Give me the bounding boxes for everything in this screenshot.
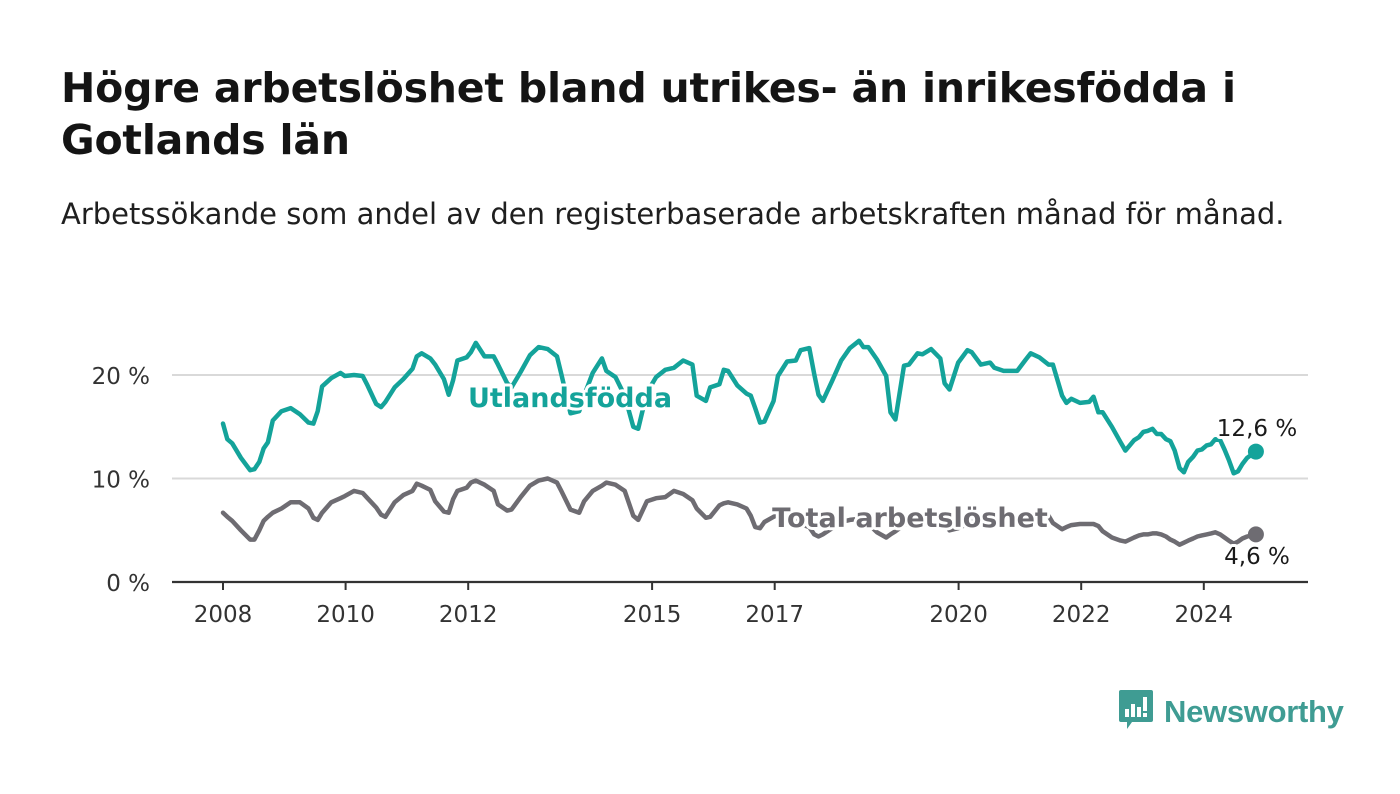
series-end-dot-utlandsfodda [1247, 443, 1264, 460]
series-label-total: Total arbetslöshet [772, 503, 1048, 534]
x-tick-label: 2012 [439, 602, 498, 628]
chart-series [220, 338, 1264, 547]
series-line-utlandsfodda [220, 338, 1259, 476]
page-title: Högre arbetslöshet bland utrikes- än inr… [61, 64, 1236, 164]
series-line-total [220, 476, 1259, 547]
end-value-label-utlandsfodda: 12,6 % [1217, 416, 1297, 442]
brand-logo: Newsworthy [1118, 690, 1344, 734]
x-tick-label: 2022 [1052, 602, 1111, 628]
page-subtitle: Arbetssökande som andel av den registerb… [61, 197, 1285, 231]
x-tick-label: 2024 [1175, 602, 1234, 628]
y-tick-label: 10 % [92, 468, 150, 494]
bar-chart-speech-bubble-icon [1118, 688, 1154, 736]
series-end-dot-total [1247, 526, 1264, 543]
brand-name: Newsworthy [1164, 694, 1344, 729]
x-tick-label: 2017 [745, 602, 804, 628]
chart-labels: Utlandsfödda Total arbetslöshet 12,6 % 4,6 … [465, 380, 1300, 573]
x-axis-ticks: 2008 2010 2012 2015 2017 2020 2022 2024 [194, 582, 1233, 628]
series-label-utlandsfodda: Utlandsfödda [468, 383, 672, 414]
y-tick-label: 20 % [92, 364, 150, 390]
x-tick-label: 2008 [194, 602, 253, 628]
y-tick-label: 0 % [106, 571, 150, 597]
x-tick-label: 2010 [316, 602, 375, 628]
x-tick-label: 2015 [623, 602, 682, 628]
y-axis-ticks: 0 % 10 % 20 % [92, 364, 150, 597]
end-value-label-total: 4,6 % [1224, 544, 1290, 570]
x-tick-label: 2020 [929, 602, 988, 628]
